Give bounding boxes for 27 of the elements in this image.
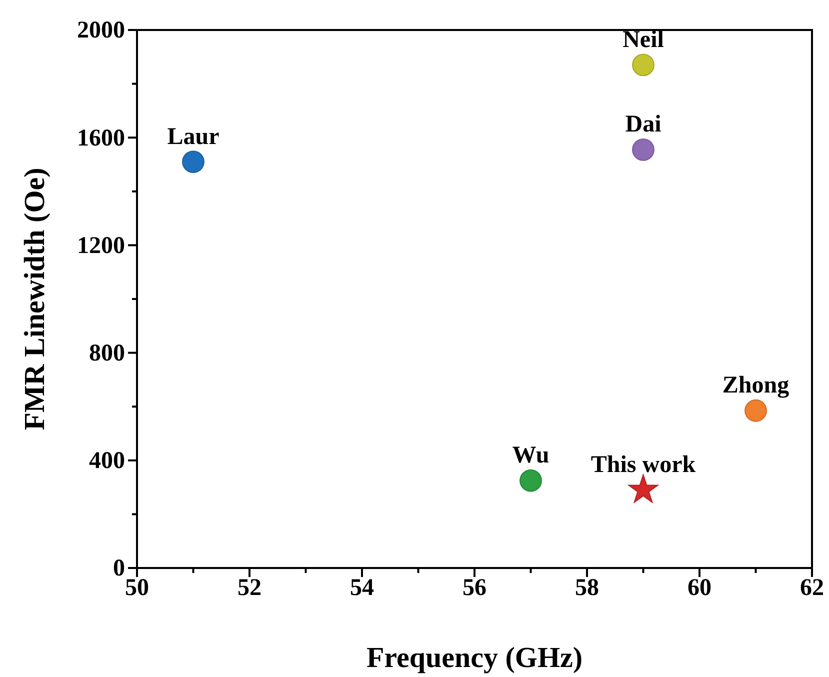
x-tick-label: 60 <box>688 575 712 602</box>
series-label: Zhong <box>722 372 790 399</box>
y-axis-title: FMR Linewidth (Oe) <box>19 168 51 430</box>
x-tick-label: 62 <box>800 575 824 602</box>
point <box>744 399 767 422</box>
series-label: Laur <box>167 124 220 150</box>
point <box>520 469 542 492</box>
point <box>632 54 654 76</box>
x-axis-title: Frequency (GHz) <box>366 642 583 674</box>
series-label: Neil <box>622 26 664 53</box>
y-tick-label: 0 <box>113 556 125 582</box>
x-tick-label: 54 <box>350 575 374 602</box>
y-tick-label: 1600 <box>77 125 125 152</box>
x-tick-label: 56 <box>462 575 486 602</box>
y-tick-label: 2000 <box>77 18 125 44</box>
series-label: Dai <box>625 112 662 138</box>
series-label: This work <box>590 452 696 478</box>
point <box>182 150 204 173</box>
y-tick-label: 400 <box>89 448 125 474</box>
point <box>628 474 658 503</box>
point <box>632 138 654 161</box>
x-tick-label: 52 <box>238 575 262 602</box>
x-tick-label: 50 <box>125 575 149 602</box>
y-tick-label: 1200 <box>77 232 125 259</box>
x-tick-label: 58 <box>575 575 599 602</box>
y-tick-label: 800 <box>89 340 125 366</box>
series-label: Wu <box>512 442 550 469</box>
